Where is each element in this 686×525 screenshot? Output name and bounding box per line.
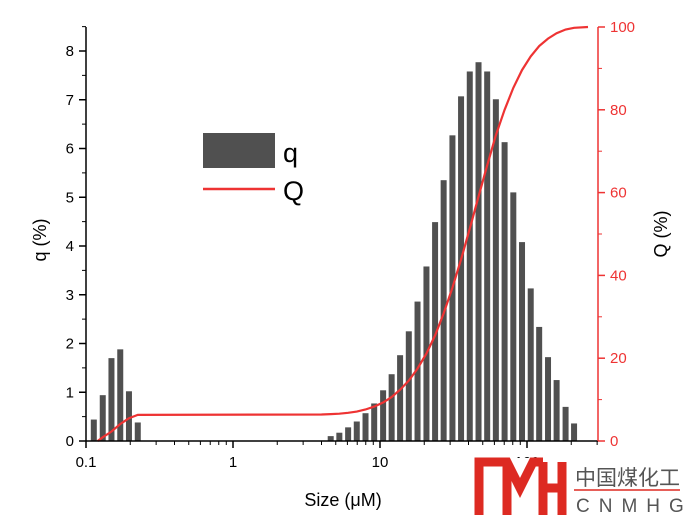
bar xyxy=(501,142,508,441)
bar xyxy=(484,71,491,441)
bar xyxy=(336,432,343,441)
x-tick-label: 0.1 xyxy=(76,454,97,471)
bar xyxy=(362,413,369,441)
y-tick-label: 4 xyxy=(66,238,74,255)
watermark-logo: 中国煤化工 CNMHG xyxy=(474,457,686,518)
bar xyxy=(562,406,569,441)
bar xyxy=(492,99,499,441)
bar xyxy=(353,421,360,441)
bar xyxy=(553,380,560,441)
y-tick-label: 0 xyxy=(66,433,74,450)
bar xyxy=(380,390,387,441)
y-tick-label: 3 xyxy=(66,287,74,304)
watermark-cn: 中国煤化工 xyxy=(575,467,680,490)
bar xyxy=(108,358,115,441)
bar xyxy=(397,355,404,441)
bar xyxy=(527,288,534,441)
bar xyxy=(134,422,141,441)
x-tick-label: 10 xyxy=(372,454,389,471)
y-tick-label: 6 xyxy=(66,141,74,158)
x-tick-label: 1 xyxy=(229,454,237,471)
y-tick-label: 1 xyxy=(66,384,74,401)
bar xyxy=(466,71,473,441)
y-tick-label: 2 xyxy=(66,336,74,353)
bar xyxy=(345,427,352,441)
y2-axis-label: Q (%) xyxy=(651,211,671,258)
bar xyxy=(432,222,439,441)
legend-label-q: q xyxy=(283,138,298,168)
watermark-en: CNMHG xyxy=(576,496,686,517)
bar xyxy=(545,357,552,441)
bars-q xyxy=(90,62,578,442)
bar xyxy=(519,242,526,441)
bar xyxy=(117,349,124,441)
bar xyxy=(405,331,412,441)
bar xyxy=(90,419,97,441)
bar xyxy=(475,62,482,442)
y2-tick-label: 20 xyxy=(610,350,627,367)
x-axis-label: Size (μM) xyxy=(304,490,381,510)
y-tick-label: 5 xyxy=(66,189,74,206)
bar xyxy=(371,403,378,441)
bar xyxy=(99,395,106,441)
bar xyxy=(571,423,578,441)
y2-tick-label: 40 xyxy=(610,267,627,284)
y-tick-label: 8 xyxy=(66,43,74,60)
series-line-Q xyxy=(96,25,589,442)
y2-tick-label: 80 xyxy=(610,102,627,119)
bar xyxy=(536,326,543,441)
legend-swatch-q xyxy=(203,133,275,168)
legend: q Q xyxy=(203,133,304,206)
bar xyxy=(458,96,465,442)
y2-tick-label: 100 xyxy=(610,19,635,36)
legend-label-Q: Q xyxy=(283,176,304,206)
y-tick-label: 7 xyxy=(66,92,74,109)
bar xyxy=(388,374,395,441)
y-axis-label: q (%) xyxy=(30,218,50,261)
bar xyxy=(327,436,334,441)
y2-tick-label: 60 xyxy=(610,185,627,202)
y2-tick-label: 0 xyxy=(610,433,618,450)
bar xyxy=(414,301,421,441)
bar xyxy=(125,391,132,441)
bar xyxy=(510,192,517,441)
